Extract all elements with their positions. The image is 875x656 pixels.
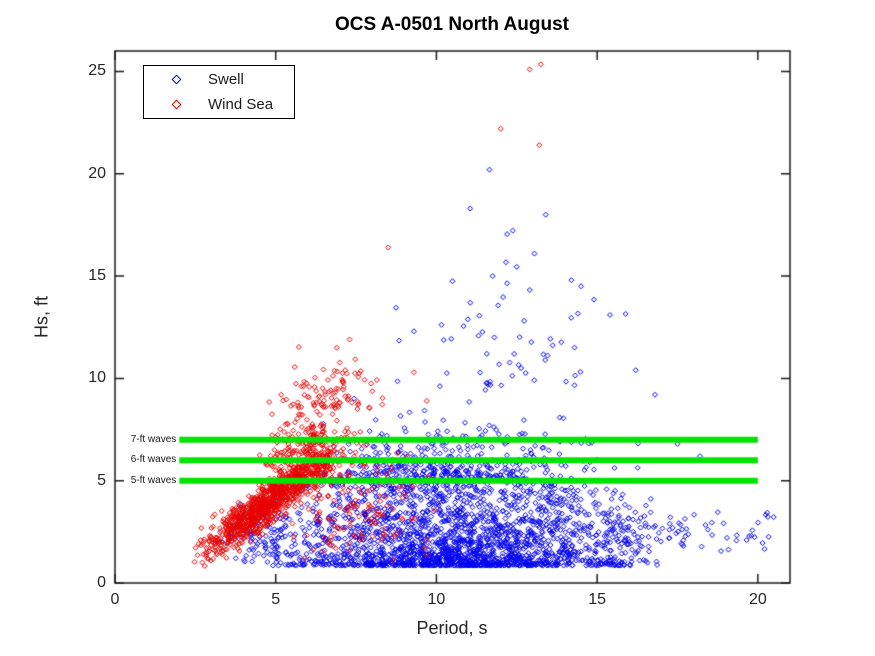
y-tick-label: 5: [97, 471, 106, 489]
ref-line-label: 6-ft waves: [130, 454, 177, 466]
legend-marker-cell: [144, 74, 208, 85]
x-tick-label: 5: [271, 591, 281, 608]
legend: Swell Wind Sea: [143, 65, 295, 119]
wind-sea-diamond-icon: [171, 99, 181, 110]
legend-item-wind-sea: Wind Sea: [144, 93, 294, 115]
x-tick-label: 10: [427, 591, 446, 608]
legend-item-swell: Swell: [144, 69, 294, 91]
legend-marker-cell: [144, 99, 208, 110]
y-tick-label: 20: [88, 164, 106, 182]
legend-label-wind-sea: Wind Sea: [208, 95, 274, 113]
y-axis-label: Hs, ft: [31, 295, 52, 339]
x-tick-label: 20: [748, 591, 767, 608]
legend-label-swell: Swell: [208, 71, 244, 89]
ref-line-label: 7-ft waves: [130, 433, 177, 445]
swell-diamond-icon: [171, 74, 181, 85]
x-tick-label: 0: [110, 591, 120, 608]
y-tick-label: 0: [97, 574, 106, 591]
ref-line-label: 5-ft waves: [130, 474, 177, 486]
y-tick-label: 25: [88, 62, 106, 80]
x-tick-label: 15: [588, 591, 607, 608]
y-tick-label: 15: [88, 267, 106, 285]
chart-title: OCS A-0501 North August: [334, 14, 570, 35]
x-axis-label: Period, s: [416, 618, 488, 638]
y-tick-label: 10: [88, 369, 106, 387]
